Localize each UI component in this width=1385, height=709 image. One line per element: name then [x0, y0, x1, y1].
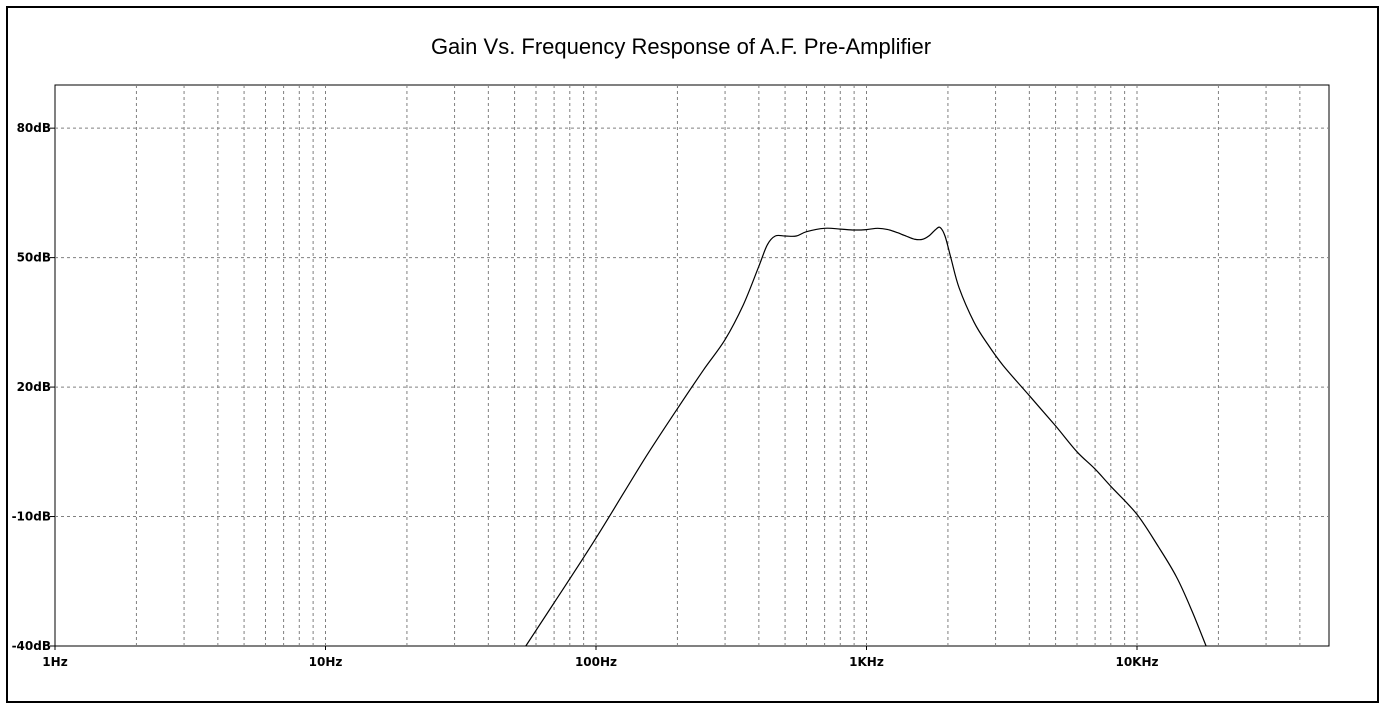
- vertical-gridlines: [135, 85, 1301, 646]
- x-tick-label: 1KHz: [849, 655, 884, 669]
- x-tick-label: 1Hz: [42, 655, 67, 669]
- x-tick-label: 10Hz: [309, 655, 343, 669]
- gain-response-line: [525, 226, 1207, 647]
- y-tick-label: 20dB: [17, 380, 51, 394]
- horizontal-gridlines: [55, 127, 1329, 518]
- y-tick-label: 50dB: [17, 251, 51, 265]
- chart-title: Gain Vs. Frequency Response of A.F. Pre-…: [430, 34, 932, 59]
- y-tick-label: 80dB: [17, 121, 51, 135]
- chart-frame: [6, 6, 1379, 703]
- x-tick-label: 10KHz: [1115, 655, 1158, 669]
- y-tick-label: -10dB: [12, 510, 51, 524]
- y-axis-ticks: 80dB 50dB 20dB -10dB -40dB: [12, 121, 55, 653]
- x-tick-label: 100Hz: [575, 655, 617, 669]
- x-axis-ticks: 1Hz 10Hz 100Hz 1KHz 10KHz: [42, 646, 1159, 669]
- plot-border: [54, 84, 1330, 647]
- series-layer: [525, 226, 1207, 647]
- y-tick-label: -40dB: [12, 639, 51, 653]
